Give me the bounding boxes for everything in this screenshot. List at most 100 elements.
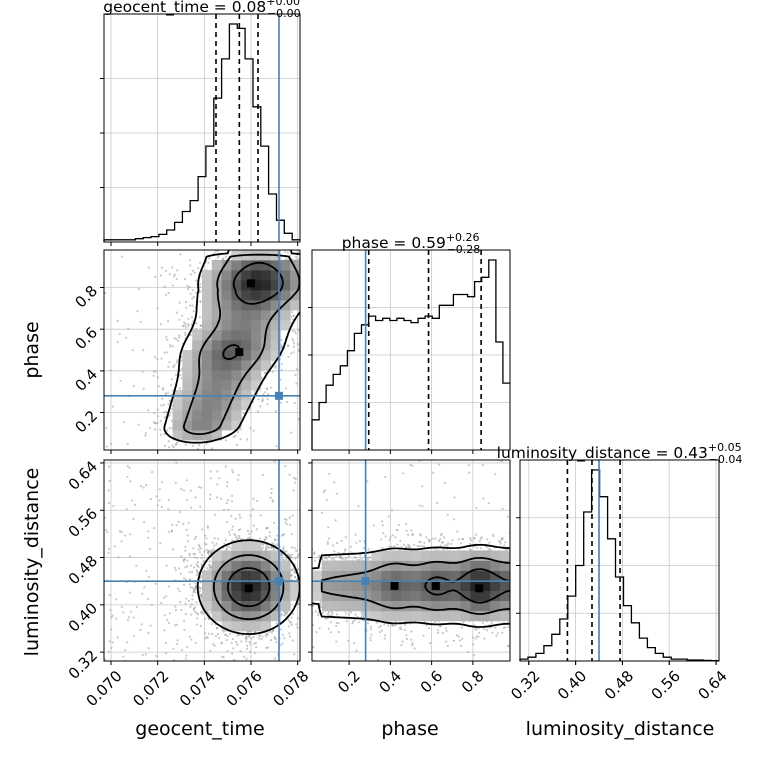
geocent_time-vs-phase-density-cell — [251, 290, 261, 300]
geocent_time-vs-phase-scatter-point — [281, 363, 283, 365]
geocent_time-vs-phase-scatter-point — [166, 339, 168, 341]
geocent_time-vs-luminosity_distance-scatter-point — [249, 514, 251, 516]
geocent_time-vs-luminosity_distance-scatter-point — [201, 563, 203, 565]
geocent_time-vs-phase-scatter-point — [162, 387, 164, 389]
geocent_time-vs-luminosity_distance-scatter-point — [265, 635, 267, 637]
geocent_time-vs-luminosity_distance-scatter-point — [195, 601, 197, 603]
geocent_time-vs-luminosity_distance-scatter-point — [199, 506, 201, 508]
geocent_time-vs-luminosity_distance-scatter-point — [210, 470, 212, 472]
geocent_time-vs-phase-scatter-point — [175, 374, 177, 376]
geocent_time-vs-phase-scatter-point — [123, 421, 125, 423]
geocent_time-vs-luminosity_distance-scatter-point — [143, 521, 145, 523]
geocent_time-vs-luminosity_distance-scatter-point — [223, 509, 225, 511]
geocent_time-vs-luminosity_distance-scatter-point — [165, 642, 167, 644]
geocent_time-vs-phase-density-cell — [212, 410, 222, 420]
geocent_time-vs-phase-scatter-point — [159, 429, 161, 431]
geocent_time-vs-luminosity_distance-scatter-point — [180, 609, 182, 611]
geocent_time-vs-phase-scatter-point — [184, 278, 186, 280]
geocent_time-vs-phase-scatter-point — [246, 438, 248, 440]
geocent_time-vs-phase-scatter-point — [179, 253, 181, 255]
geocent_time-vs-phase-density-cell — [192, 330, 202, 340]
geocent_time-vs-luminosity_distance-scatter-point — [205, 543, 207, 545]
geocent_time-vs-phase-scatter-point — [185, 326, 187, 328]
geocent_time-vs-luminosity_distance-scatter-point — [288, 632, 290, 634]
geocent_time-vs-phase-scatter-point — [169, 346, 171, 348]
geocent_time-vs-phase-scatter-point — [189, 264, 191, 266]
geocent_time-vs-phase-density-cell — [202, 420, 212, 430]
geocent_time-vs-phase-density-cell — [222, 270, 232, 280]
geocent_time-vs-phase-density-cell — [251, 320, 261, 330]
geocent_time-vs-luminosity_distance-scatter-point — [217, 633, 219, 635]
geocent_time-vs-luminosity_distance-scatter-point — [195, 536, 197, 538]
geocent_time-vs-luminosity_distance-scatter-point — [198, 548, 200, 550]
geocent_time-vs-phase-scatter-point — [112, 405, 114, 407]
geocent_time-vs-phase-scatter-point — [293, 315, 295, 317]
geocent_time-vs-luminosity_distance-scatter-point — [120, 540, 122, 542]
geocent_time-vs-phase-scatter-point — [295, 256, 297, 258]
geocent_time-vs-phase-density-cell — [212, 360, 222, 370]
geocent_time-vs-luminosity_distance-scatter-point — [159, 542, 161, 544]
geocent_time-vs-luminosity_distance-scatter-point — [112, 505, 114, 507]
geocent_time-vs-luminosity_distance-panel — [104, 460, 301, 662]
geocent_time-vs-phase-scatter-point — [153, 412, 155, 414]
geocent_time-vs-luminosity_distance-scatter-point — [108, 548, 110, 550]
geocent_time-vs-luminosity_distance-scatter-point — [189, 583, 191, 585]
geocent_time-vs-phase-scatter-point — [163, 433, 165, 435]
geocent_time-vs-phase-density-cell — [231, 310, 241, 320]
geocent_time-vs-phase-density-cell — [173, 420, 183, 430]
geocent_time-vs-phase-scatter-point — [184, 332, 186, 334]
geocent_time-vs-phase-scatter-point — [276, 445, 278, 447]
geocent_time-vs-phase-scatter-point — [185, 323, 187, 325]
geocent_time-vs-phase-density-cell — [222, 380, 232, 390]
geocent_time-vs-phase-scatter-point — [225, 256, 227, 258]
geocent_time-vs-luminosity_distance-scatter-point — [168, 531, 170, 533]
geocent_time-vs-luminosity_distance-scatter-point — [229, 534, 231, 536]
geocent_time-vs-phase-scatter-point — [141, 371, 143, 373]
geocent_time-vs-phase-scatter-point — [199, 301, 201, 303]
geocent_time-vs-phase-density-cell — [222, 300, 232, 310]
geocent_time-vs-phase-scatter-point — [185, 301, 187, 303]
geocent_time-vs-luminosity_distance-scatter-point — [209, 493, 211, 495]
geocent_time-vs-phase-scatter-point — [176, 442, 178, 444]
geocent_time-vs-phase-scatter-point — [293, 346, 295, 348]
geocent_time-vs-phase-density-cell — [222, 310, 232, 320]
geocent_time-vs-luminosity_distance-scatter-point — [265, 527, 267, 529]
geocent_time-vs-luminosity_distance-scatter-point — [186, 529, 188, 531]
geocent_time-vs-luminosity_distance-scatter-point — [260, 514, 262, 516]
geocent_time-vs-phase-scatter-point — [166, 351, 168, 353]
geocent_time-vs-luminosity_distance-scatter-point — [256, 500, 258, 502]
geocent_time-vs-phase-scatter-point — [164, 416, 166, 418]
geocent_time-vs-luminosity_distance-scatter-point — [238, 474, 240, 476]
geocent_time-vs-luminosity_distance-scatter-point — [281, 614, 283, 616]
geocent_time-vs-luminosity_distance-scatter-point — [141, 593, 143, 595]
geocent_time-vs-phase-scatter-point — [160, 274, 162, 276]
geocent_time-vs-phase-density-cell — [202, 410, 212, 420]
geocent_time-vs-phase-density-cell — [212, 400, 222, 410]
geocent_time-vs-phase-density-cell — [182, 350, 192, 360]
geocent_time-vs-luminosity_distance-scatter-point — [217, 538, 219, 540]
geocent_time-vs-phase-scatter-point — [182, 325, 184, 327]
geocent_time-vs-phase-scatter-point — [257, 410, 259, 412]
geocent_time-vs-luminosity_distance-scatter-point — [193, 608, 195, 610]
geocent_time-vs-phase-scatter-point — [127, 328, 129, 330]
geocent_time-vs-luminosity_distance-scatter-point — [245, 640, 247, 642]
geocent_time-vs-luminosity_distance-scatter-point — [250, 531, 252, 533]
geocent_time-vs-phase-scatter-point — [193, 296, 195, 298]
geocent_time-vs-luminosity_distance-scatter-point — [228, 531, 230, 533]
geocent_time-vs-phase-density-cell — [241, 310, 251, 320]
geocent_time-vs-phase-density-cell — [202, 380, 212, 390]
geocent_time-vs-luminosity_distance-scatter-point — [288, 625, 290, 627]
geocent_time-vs-phase-scatter-point — [290, 352, 292, 354]
geocent_time-vs-luminosity_distance-scatter-point — [283, 637, 285, 639]
geocent_time-vs-phase-scatter-point — [199, 262, 201, 264]
geocent_time-vs-luminosity_distance-scatter-point — [210, 477, 212, 479]
geocent_time-vs-luminosity_distance-scatter-point — [210, 566, 212, 568]
geocent_time-vs-luminosity_distance-scatter-point — [194, 556, 196, 558]
geocent_time-vs-phase-scatter-point — [292, 330, 294, 332]
geocent_time-vs-luminosity_distance-scatter-point — [187, 540, 189, 542]
geocent_time-vs-luminosity_distance-scatter-point — [228, 546, 230, 548]
geocent_time-vs-phase-scatter-point — [290, 432, 292, 434]
geocent_time-vs-luminosity_distance-scatter-point — [227, 635, 229, 637]
geocent_time-vs-luminosity_distance-scatter-point — [289, 474, 291, 476]
geocent_time-vs-luminosity_distance-scatter-point — [186, 646, 188, 648]
